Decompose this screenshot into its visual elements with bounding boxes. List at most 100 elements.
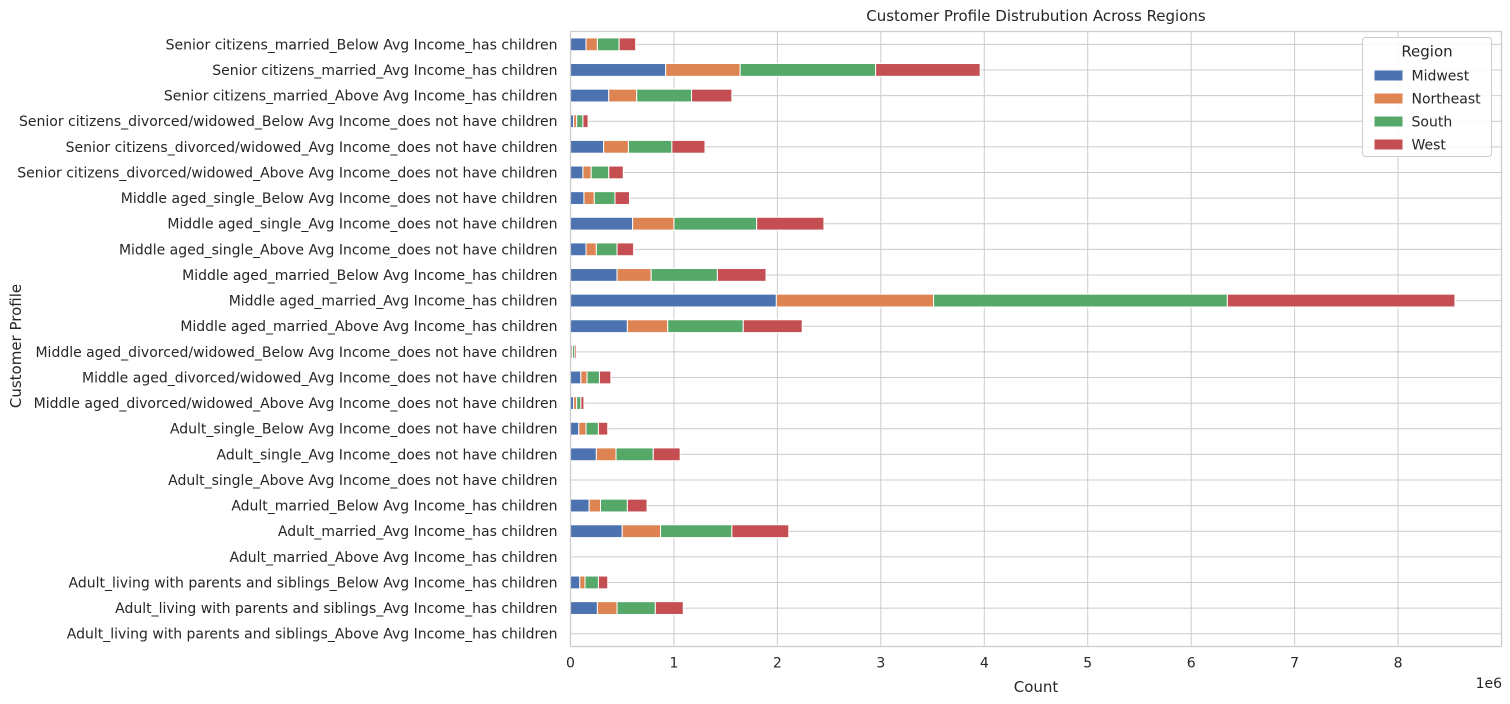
- bar-segment-northeast: [588, 498, 601, 513]
- legend-label-south[interactable]: South: [1412, 115, 1453, 131]
- bar-segment-midwest: [570, 88, 610, 103]
- bar-segment-south: [599, 498, 628, 513]
- y-tick-label: Senior citizens_married_Avg Income_has c…: [212, 63, 557, 79]
- bar-segment-northeast: [582, 165, 592, 180]
- bar-segment-northeast: [579, 575, 586, 590]
- bar-segment-west: [875, 63, 981, 77]
- legend-swatch-northeast: [1374, 93, 1403, 104]
- bar-segment-midwest: [570, 601, 598, 615]
- bar-segment-west: [597, 421, 609, 436]
- chart-title: Customer Profile Distrubution Across Reg…: [866, 7, 1206, 25]
- bar-segment-west: [716, 268, 767, 282]
- y-tick-label: Adult_married_Below Avg Income_has child…: [231, 499, 557, 515]
- y-tick-label: Senior citizens_divorced/widowed_Avg Inc…: [66, 140, 558, 156]
- bar-segment-west: [731, 524, 790, 539]
- bar-segment-midwest: [570, 447, 597, 462]
- bar-segment-midwest: [570, 216, 634, 231]
- bar-segment-west: [691, 88, 733, 103]
- bar-segment-south: [739, 63, 877, 77]
- bar-segment-south: [576, 396, 582, 410]
- y-tick-label: Middle aged_single_Above Avg Income_does…: [119, 242, 558, 258]
- bar-segment-west: [652, 447, 681, 462]
- x-tick-label: 6: [1187, 656, 1196, 672]
- bar-segment-midwest: [570, 293, 777, 308]
- bar-segment-south: [933, 293, 1228, 308]
- bar-segment-northeast: [595, 447, 617, 462]
- gridlines: [570, 31, 1502, 647]
- bar-segment-west: [671, 139, 706, 154]
- legend-swatch-west: [1374, 139, 1403, 150]
- bar-segment-south: [650, 268, 718, 282]
- x-tick-label: 3: [876, 656, 885, 672]
- bar-segment-midwest: [570, 370, 582, 385]
- y-tick-label: Senior citizens_divorced/widowed_Above A…: [17, 165, 557, 181]
- bar-segment-south: [585, 421, 599, 436]
- bar-segment-west: [574, 345, 576, 359]
- x-tick-label: 8: [1394, 656, 1403, 672]
- y-tick-label: Middle aged_single_Avg Income_does not h…: [167, 217, 557, 233]
- legend-label-west[interactable]: West: [1412, 138, 1447, 154]
- y-tick-label: Adult_single_Avg Income_does not have ch…: [217, 447, 558, 463]
- bar-segment-northeast: [775, 293, 935, 308]
- bar-segment-west: [608, 165, 624, 180]
- bar-segment-south: [615, 447, 654, 462]
- bar-segment-midwest: [570, 498, 590, 513]
- bar-segment-northeast: [583, 191, 595, 205]
- bar-segment-northeast: [665, 63, 741, 77]
- bar-segment-northeast: [616, 268, 652, 282]
- y-tick-label: Middle aged_divorced/widowed_Avg Income_…: [82, 370, 557, 386]
- bar-segment-northeast: [603, 139, 629, 154]
- x-tick-label: 1: [669, 656, 678, 672]
- legend[interactable]: Region Midwest Northeast South West: [1362, 37, 1492, 157]
- bar-segment-west: [756, 216, 825, 231]
- bar-segment-west: [580, 396, 585, 410]
- bars: [570, 37, 1456, 615]
- bar-segment-midwest: [570, 268, 618, 282]
- bar-segment-midwest: [570, 37, 587, 52]
- y-tick-label: Middle aged_divorced/widowed_Above Avg I…: [34, 396, 558, 412]
- bar-segment-west: [654, 601, 684, 615]
- y-tick-label: Middle aged_married_Below Avg Income_has…: [182, 268, 557, 284]
- legend-label-northeast[interactable]: Northeast: [1412, 92, 1482, 108]
- bar-segment-south: [584, 575, 599, 590]
- bar-segment-west: [742, 319, 803, 334]
- y-tick-label: Middle aged_divorced/widowed_Below Avg I…: [35, 345, 557, 361]
- y-tick-label: Adult_living with parents and siblings_A…: [67, 627, 558, 643]
- bar-segment-south: [616, 601, 656, 615]
- bar-segment-west: [618, 37, 637, 52]
- bar-segment-west: [1226, 293, 1456, 308]
- bar-segment-south: [673, 216, 758, 231]
- bar-segment-west: [616, 242, 635, 257]
- bar-segment-south: [636, 88, 693, 103]
- bar-segment-west: [582, 114, 589, 129]
- bar-segment-midwest: [570, 191, 585, 205]
- bar-segment-south: [590, 165, 610, 180]
- y-tick-label: Middle aged_married_Above Avg Income_has…: [180, 319, 557, 335]
- bar-segment-midwest: [570, 319, 628, 334]
- bar-segment-south: [595, 242, 618, 257]
- bar-segment-northeast: [585, 242, 597, 257]
- bar-segment-midwest: [570, 242, 587, 257]
- bar-segment-west: [598, 370, 612, 385]
- bar-segment-south: [596, 37, 620, 52]
- bar-segment-midwest: [570, 524, 623, 539]
- legend-box: [1362, 37, 1492, 157]
- bar-segment-south: [576, 114, 584, 129]
- bar-segment-northeast: [621, 524, 661, 539]
- plot-frame: [569, 30, 1503, 648]
- bar-segment-south: [659, 524, 733, 539]
- y-tick-label: Adult_living with parents and siblings_B…: [69, 575, 558, 591]
- bar-segment-midwest: [570, 575, 581, 590]
- bar-segment-northeast: [596, 601, 618, 615]
- legend-label-midwest[interactable]: Midwest: [1412, 69, 1470, 85]
- bar-segment-midwest: [570, 63, 667, 77]
- x-tick-label: 5: [1083, 656, 1092, 672]
- bar-segment-northeast: [585, 37, 598, 52]
- bar-segment-northeast: [626, 319, 669, 334]
- bar-segment-west: [614, 191, 630, 205]
- y-tick-labels: Senior citizens_married_Below Avg Income…: [17, 37, 557, 642]
- x-tick-label: 4: [980, 656, 989, 672]
- bar-segment-midwest: [570, 421, 580, 436]
